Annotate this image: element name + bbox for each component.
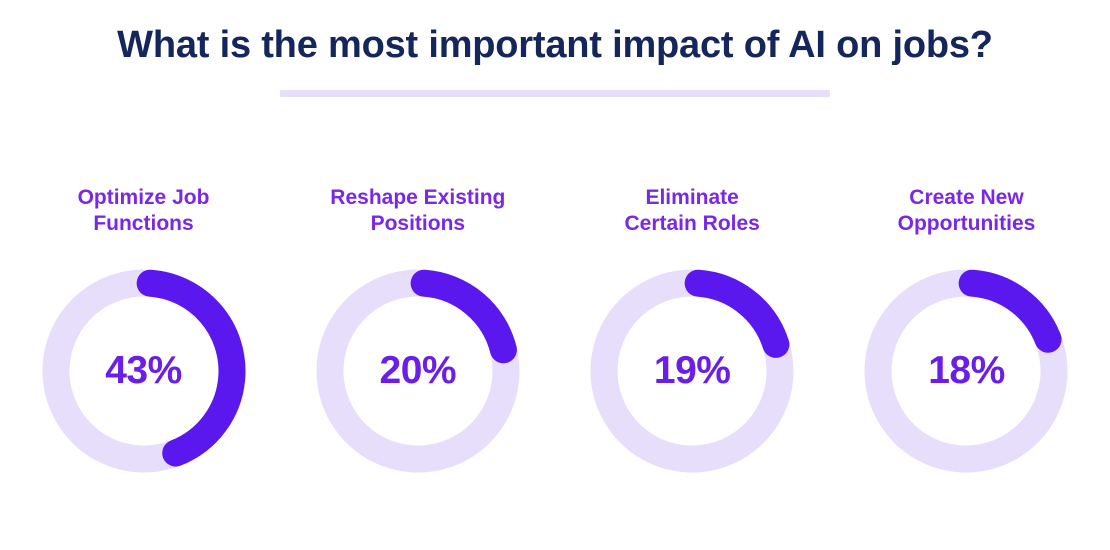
header: What is the most important impact of AI … — [0, 0, 1110, 97]
donut-arc — [864, 269, 1068, 473]
donut-label: Reshape Existing Positions — [330, 186, 506, 235]
donut-value-label: 43% — [105, 349, 182, 392]
donut-svg — [864, 269, 1068, 473]
donut-svg — [590, 269, 794, 473]
donut-card-eliminate-certain-roles: Eliminate Certain Roles 19% — [559, 185, 826, 473]
donut-svg — [316, 269, 520, 473]
donut-value-label: 18% — [928, 349, 1005, 392]
donut-svg — [42, 269, 245, 473]
donut-card-reshape-existing-positions: Reshape Existing Positions 20% — [284, 185, 551, 473]
donut-label: Optimize Job Functions — [77, 186, 210, 235]
donut-label: Create New Opportunities — [897, 186, 1036, 235]
donut-gauge: 19% — [590, 269, 794, 473]
donut-arc — [316, 269, 520, 473]
donut-gauge: 18% — [864, 269, 1068, 473]
donut-value-label: 20% — [379, 349, 457, 392]
donut-gauge: 20% — [316, 269, 520, 473]
donut-arc — [590, 269, 794, 473]
donut-value-label: 19% — [653, 349, 731, 392]
page-title: What is the most important impact of AI … — [117, 24, 993, 66]
donut-label: Eliminate Certain Roles — [624, 186, 760, 235]
donut-gauge: 43% — [42, 269, 246, 473]
title-divider — [280, 89, 830, 97]
donut-arc — [42, 269, 245, 473]
donut-chart-row: Optimize Job Functions 43% Reshape Exist… — [0, 185, 1110, 473]
donut-card-optimize-job-functions: Optimize Job Functions 43% — [10, 185, 277, 473]
donut-card-create-new-opportunities: Create New Opportunities 18% — [833, 185, 1100, 473]
